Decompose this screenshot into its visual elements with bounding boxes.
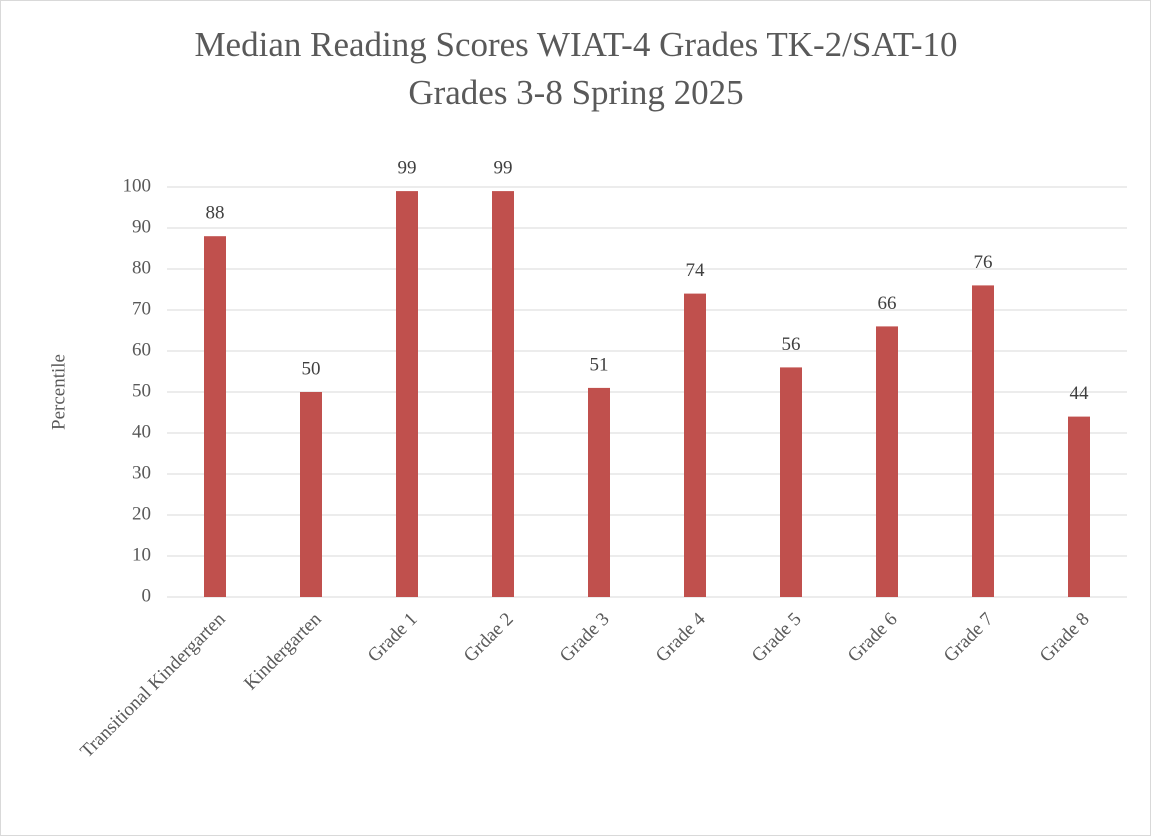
bar <box>588 387 610 597</box>
bar <box>492 191 514 597</box>
value-label: 76 <box>974 252 993 273</box>
bar <box>300 392 322 597</box>
value-label: 56 <box>782 334 801 355</box>
bar <box>780 367 802 597</box>
value-label: 88 <box>206 203 225 224</box>
bar <box>1068 416 1090 597</box>
y-tick-label: 70 <box>132 298 151 319</box>
bar <box>204 236 226 597</box>
y-tick-label: 60 <box>132 339 151 360</box>
value-label: 99 <box>398 157 417 178</box>
value-label: 99 <box>494 157 513 178</box>
value-label: 74 <box>686 260 706 281</box>
y-tick-label: 90 <box>132 216 151 237</box>
bar <box>972 285 994 597</box>
y-tick-label: 100 <box>123 175 152 196</box>
y-tick-label: 30 <box>132 462 151 483</box>
y-tick-label: 0 <box>142 585 152 606</box>
y-tick-label: 10 <box>132 544 151 565</box>
value-label: 66 <box>878 293 897 314</box>
y-tick-label: 20 <box>132 503 151 524</box>
y-tick-label: 50 <box>132 380 151 401</box>
y-axis-label: Percentile <box>48 354 69 430</box>
value-label: 50 <box>302 358 321 379</box>
chart-title: Median Reading Scores WIAT-4 Grades TK-2… <box>194 25 957 64</box>
chart-title: Grades 3-8 Spring 2025 <box>408 73 743 112</box>
bar <box>876 326 898 597</box>
bar <box>396 191 418 597</box>
value-label: 51 <box>590 354 609 375</box>
y-tick-label: 80 <box>132 257 151 278</box>
bar <box>684 293 706 597</box>
y-tick-label: 40 <box>132 421 151 442</box>
value-label: 44 <box>1070 383 1090 404</box>
